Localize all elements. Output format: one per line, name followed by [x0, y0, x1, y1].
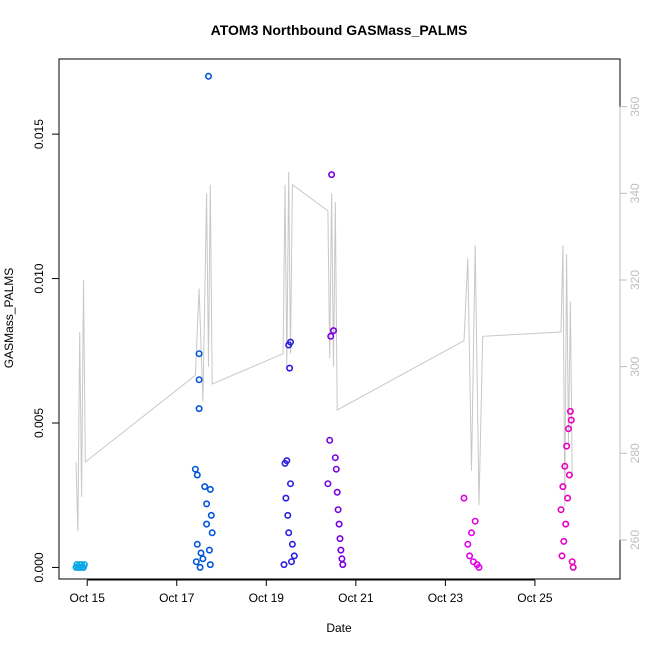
y-tick-label: 0.010: [32, 263, 46, 293]
data-point: [284, 511, 292, 519]
data-point: [460, 494, 468, 502]
x-tick-label: Oct 25: [517, 591, 553, 605]
data-point: [561, 462, 569, 470]
y2-axis: 260 280 300 320 340 360: [619, 96, 642, 550]
data-point: [196, 563, 204, 571]
data-point: [466, 552, 474, 560]
x-axis-label: Date: [326, 621, 352, 635]
data-point: [334, 506, 342, 514]
data-point: [335, 520, 343, 528]
data-point: [557, 506, 565, 514]
data-point: [193, 471, 201, 479]
y-tick-label: 0.015: [32, 119, 46, 149]
y-tick-label: 0.000: [32, 552, 46, 582]
data-point: [467, 529, 475, 537]
data-point: [205, 72, 213, 80]
data-point: [471, 517, 479, 525]
data-point: [333, 488, 341, 496]
data-point: [80, 561, 88, 569]
y2-tick-label: 320: [628, 270, 642, 290]
data-point: [560, 537, 568, 545]
data-point: [331, 454, 339, 462]
data-point: [280, 561, 288, 569]
data-point: [290, 552, 298, 560]
x-tick-label: Oct 23: [428, 591, 464, 605]
x-tick-label: Oct 15: [70, 591, 106, 605]
data-point: [206, 485, 214, 493]
y2-tick-label: 340: [628, 183, 642, 203]
data-point: [195, 376, 203, 384]
data-point: [206, 561, 214, 569]
data-point: [199, 555, 207, 563]
secondary-series-line: [75, 171, 573, 532]
data-point: [286, 364, 294, 372]
y-axis-label: GASMass_PALMS: [2, 268, 16, 368]
plot-area-frame: [58, 58, 621, 580]
data-point: [288, 540, 296, 548]
data-point: [205, 546, 213, 554]
data-point: [191, 465, 199, 473]
data-point: [562, 520, 570, 528]
data-point: [566, 407, 574, 415]
data-point: [567, 416, 575, 424]
data-point: [207, 511, 215, 519]
data-points: [72, 72, 577, 571]
data-point: [203, 520, 211, 528]
data-point: [563, 442, 571, 450]
chart-title: ATOM3 Northbound GASMass_PALMS: [211, 22, 468, 38]
data-point: [565, 471, 573, 479]
data-point: [201, 483, 209, 491]
x-tick-label: Oct 19: [249, 591, 285, 605]
data-point: [286, 480, 294, 488]
data-point: [193, 540, 201, 548]
data-point: [327, 332, 335, 340]
data-point: [338, 555, 346, 563]
data-point: [339, 561, 347, 569]
data-point: [282, 494, 290, 502]
data-point: [203, 500, 211, 508]
y2-tick-label: 260: [628, 530, 642, 550]
data-point: [568, 558, 576, 566]
data-point: [195, 405, 203, 413]
data-point: [337, 546, 345, 554]
data-point: [197, 549, 205, 557]
data-point: [564, 494, 572, 502]
data-point: [324, 480, 332, 488]
data-point: [558, 552, 566, 560]
y-tick-label: 0.005: [32, 408, 46, 438]
y2-tick-label: 360: [628, 96, 642, 116]
data-point: [195, 350, 203, 358]
x-axis: Oct 15 Oct 17 Oct 19 Oct 21 Oct 23 Oct 25: [70, 579, 553, 605]
y2-tick-label: 300: [628, 356, 642, 376]
x-tick-label: Oct 21: [338, 591, 374, 605]
data-point: [192, 558, 200, 566]
data-point: [328, 171, 336, 179]
data-point: [326, 436, 334, 444]
data-point: [475, 563, 483, 571]
y-axis: 0.000 0.005 0.010 0.015: [32, 119, 60, 582]
data-point: [329, 327, 337, 335]
data-point: [564, 425, 572, 433]
data-point: [285, 529, 293, 537]
data-point: [559, 483, 567, 491]
data-point: [287, 558, 295, 566]
data-point: [464, 540, 472, 548]
x-tick-label: Oct 17: [159, 591, 195, 605]
data-point: [208, 529, 216, 537]
data-point: [283, 457, 291, 465]
secondary-line-series: [75, 171, 573, 532]
y2-tick-label: 280: [628, 443, 642, 463]
data-point: [569, 563, 577, 571]
data-point: [286, 338, 294, 346]
data-point: [336, 535, 344, 543]
data-point: [332, 465, 340, 473]
